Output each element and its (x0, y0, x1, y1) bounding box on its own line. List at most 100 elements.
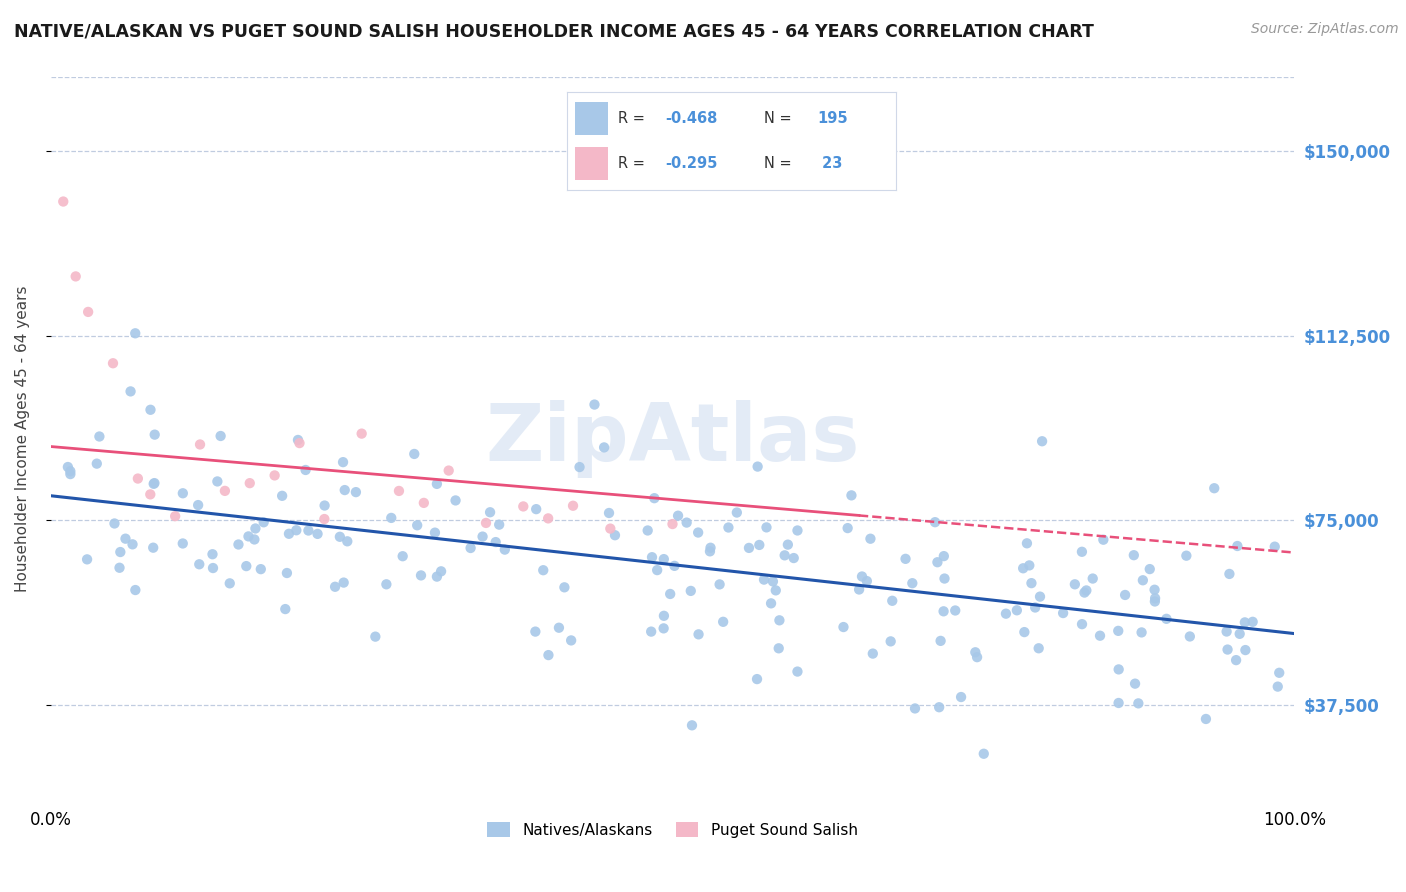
Point (943, 603, 966, 617)
Point (1071, 545, 1094, 559)
Text: NATIVE/ALASKAN VS PUGET SOUND SALISH HOUSEHOLDER INCOME AGES 45 - 64 YEARS CORRE: NATIVE/ALASKAN VS PUGET SOUND SALISH HOU… (14, 22, 1094, 40)
Point (553, 580, 575, 594)
Point (688, 525, 710, 540)
Point (699, 541, 721, 555)
Point (1123, 676, 1146, 690)
Point (1216, 642, 1239, 657)
Point (52, 194, 75, 209)
Point (738, 541, 761, 555)
Point (1028, 641, 1050, 656)
Point (278, 526, 301, 541)
Point (512, 500, 534, 514)
Point (314, 512, 336, 526)
Point (201, 547, 224, 561)
Point (783, 551, 806, 566)
Point (1081, 572, 1104, 586)
Point (333, 483, 356, 497)
Point (1071, 617, 1094, 632)
Point (1012, 561, 1035, 575)
Point (932, 549, 955, 563)
Point (332, 455, 354, 469)
Point (652, 552, 675, 566)
Point (201, 561, 224, 575)
Point (412, 496, 434, 510)
Point (666, 508, 689, 523)
Point (391, 549, 413, 564)
Point (599, 522, 621, 536)
Point (1005, 603, 1028, 617)
Point (841, 488, 863, 502)
Point (120, 384, 142, 399)
Point (245, 521, 267, 535)
Point (637, 524, 659, 538)
Point (336, 534, 359, 549)
Point (165, 509, 187, 524)
Point (124, 582, 146, 597)
Point (560, 633, 582, 648)
Point (426, 569, 449, 583)
Point (748, 538, 770, 552)
Point (329, 530, 352, 544)
Point (548, 621, 571, 635)
Text: Source: ZipAtlas.com: Source: ZipAtlas.com (1251, 22, 1399, 37)
Text: ZipAtlas: ZipAtlas (485, 401, 859, 478)
Point (172, 536, 194, 550)
Point (139, 402, 162, 417)
Point (652, 608, 675, 623)
Point (752, 573, 775, 587)
Point (121, 537, 143, 551)
Point (86, 457, 108, 471)
Point (108, 561, 131, 575)
Point (776, 538, 799, 552)
Point (894, 552, 917, 566)
Point (1144, 591, 1167, 606)
Point (1092, 533, 1115, 547)
Point (745, 672, 768, 686)
Point (1088, 629, 1111, 643)
Point (762, 574, 785, 589)
Legend: Natives/Alaskans, Puget Sound Salish: Natives/Alaskans, Puget Sound Salish (481, 815, 863, 844)
Point (755, 520, 778, 534)
Point (276, 566, 298, 580)
Point (124, 326, 146, 341)
Point (675, 516, 697, 530)
Point (475, 516, 498, 530)
Point (1052, 606, 1074, 620)
Point (966, 650, 988, 665)
Point (1139, 562, 1161, 576)
Point (263, 468, 285, 483)
Point (531, 563, 554, 577)
Point (679, 583, 702, 598)
Point (832, 620, 855, 634)
Point (882, 594, 904, 608)
Point (837, 521, 859, 535)
Point (404, 447, 426, 461)
Point (568, 460, 591, 475)
Point (1156, 612, 1178, 626)
Point (494, 542, 516, 557)
Point (364, 630, 387, 644)
Point (1073, 585, 1095, 599)
Point (406, 518, 429, 533)
Point (725, 506, 748, 520)
Point (114, 532, 136, 546)
Point (1132, 574, 1154, 588)
Point (664, 558, 686, 573)
Point (1215, 624, 1237, 639)
Point (1264, 540, 1286, 554)
Point (218, 576, 240, 591)
Point (430, 565, 453, 579)
Point (471, 530, 494, 544)
Point (950, 690, 973, 704)
Point (773, 549, 796, 563)
Point (879, 634, 901, 648)
Point (294, 463, 316, 477)
Point (929, 633, 952, 648)
Point (688, 627, 710, 641)
Point (228, 537, 250, 551)
Point (297, 524, 319, 538)
Point (1226, 539, 1249, 553)
Point (444, 493, 467, 508)
Point (856, 574, 879, 588)
Point (1015, 536, 1038, 550)
